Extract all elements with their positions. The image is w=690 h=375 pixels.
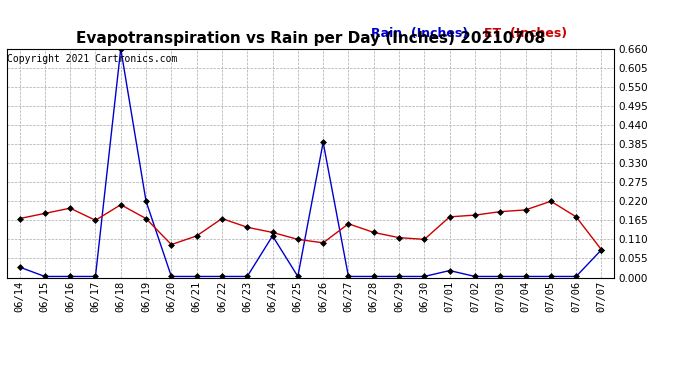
- Title: Evapotranspiration vs Rain per Day (Inches) 20210708: Evapotranspiration vs Rain per Day (Inch…: [76, 31, 545, 46]
- Text: ET  (Inches): ET (Inches): [484, 27, 566, 40]
- Text: Rain  (Inches): Rain (Inches): [371, 27, 469, 40]
- Text: Copyright 2021 Cartronics.com: Copyright 2021 Cartronics.com: [7, 54, 177, 64]
